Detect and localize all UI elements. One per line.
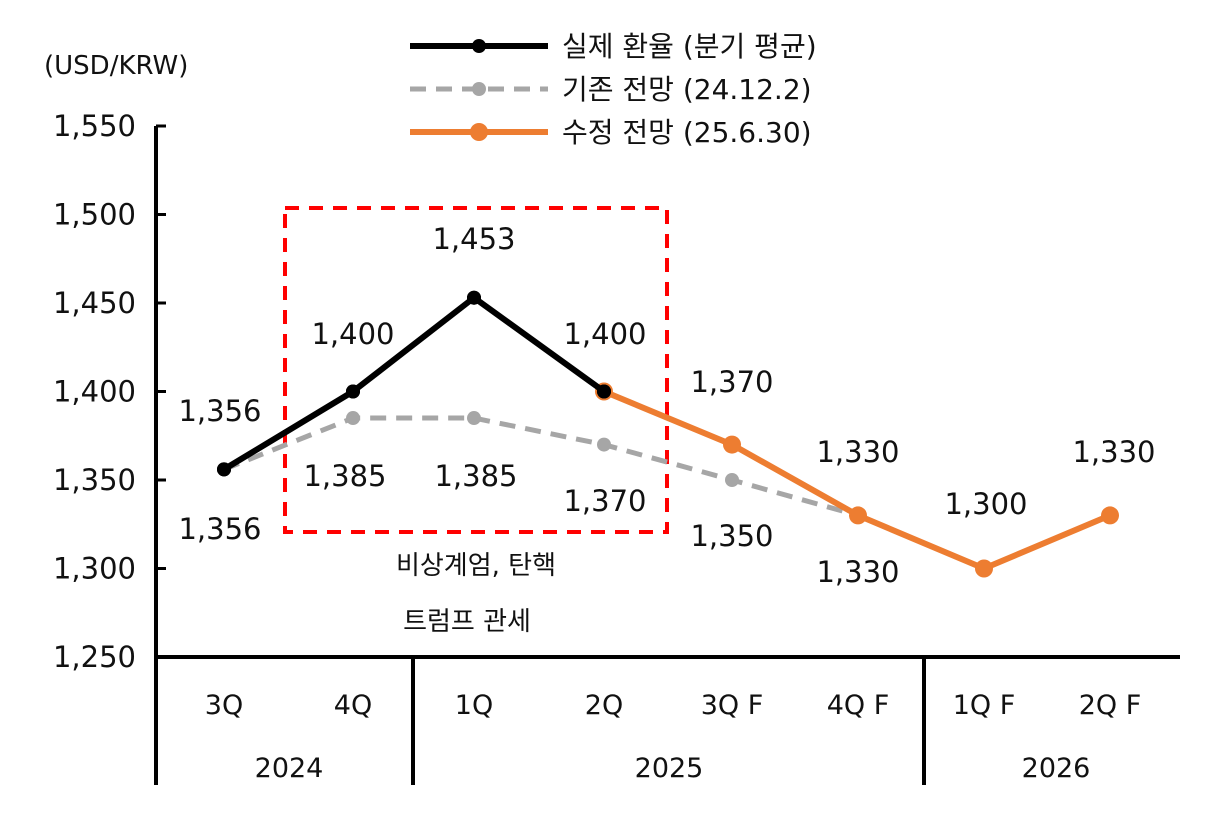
series-point-0 bbox=[217, 462, 231, 477]
series-point-0 bbox=[467, 290, 481, 305]
legend-marker-1 bbox=[472, 82, 486, 96]
legend-marker-2 bbox=[470, 123, 488, 141]
series-point-0 bbox=[597, 384, 611, 399]
series-group bbox=[217, 290, 1119, 578]
highlight-note: 트럼프 관세 bbox=[403, 607, 531, 637]
legend-group: 실제 환율 (분기 평균) 기존 전망 (24.12.2) 수정 전망 (25.6.… bbox=[410, 30, 817, 149]
series-line-2 bbox=[602, 388, 1112, 572]
x-category-label: 2Q bbox=[585, 690, 623, 721]
unit-label: (USD/KRW) bbox=[44, 51, 188, 81]
legend-label-1: 기존 전망 (24.12.2) bbox=[562, 73, 812, 106]
series-point-2 bbox=[849, 506, 867, 525]
y-tick-label: 1,500 bbox=[53, 198, 136, 232]
data-labels-group: 1,356 1,400 1,453 1,400 1,356 1,385 1,385 1,370… bbox=[178, 222, 1155, 589]
series-point-1 bbox=[725, 473, 739, 487]
x-category-label: 2Q F bbox=[1079, 690, 1142, 721]
x-category-label: 3Q F bbox=[701, 690, 764, 721]
legend-label-0: 실제 환율 (분기 평균) bbox=[562, 30, 817, 63]
series-point-1 bbox=[597, 437, 611, 452]
y-tick-label: 1,400 bbox=[53, 375, 136, 409]
highlight-note: 비상계엄, 탄핵 bbox=[396, 551, 556, 581]
series-point-2 bbox=[723, 435, 741, 454]
series-point-0 bbox=[346, 384, 360, 399]
data-label: 1,350 bbox=[690, 519, 773, 553]
x-year-label: 2024 bbox=[255, 753, 324, 784]
x-category-label: 3Q bbox=[205, 690, 243, 721]
series-point-2 bbox=[1101, 506, 1119, 525]
data-label: 1,400 bbox=[563, 317, 646, 351]
x-year-label: 2026 bbox=[1022, 753, 1091, 784]
x-category-label: 1Q F bbox=[953, 690, 1016, 721]
data-label: 1,356 bbox=[178, 394, 261, 428]
series-point-2 bbox=[975, 559, 993, 578]
x-category-label: 4Q F bbox=[827, 690, 890, 721]
legend-label-2: 수정 전망 (25.6.30) bbox=[562, 116, 812, 149]
series-line-0 bbox=[222, 294, 606, 472]
data-label: 1,400 bbox=[311, 317, 394, 351]
y-tick-label: 1,350 bbox=[53, 463, 136, 497]
data-label: 1,370 bbox=[690, 365, 773, 399]
y-tick-label: 1,550 bbox=[53, 109, 136, 143]
data-label: 1,300 bbox=[944, 487, 1027, 521]
series-line-1 bbox=[223, 415, 859, 518]
y-tick-label: 1,450 bbox=[53, 286, 136, 320]
data-label: 1,330 bbox=[816, 555, 899, 589]
series-point-1 bbox=[467, 411, 481, 426]
data-label: 1,356 bbox=[178, 512, 261, 546]
axes-group: (USD/KRW) 1,250 1,300 1,350 1,400 1,450 1,500 1… bbox=[44, 51, 1180, 785]
data-label: 1,330 bbox=[1072, 435, 1155, 469]
y-tick-label: 1,300 bbox=[53, 552, 136, 586]
data-label: 1,453 bbox=[432, 222, 515, 256]
data-label: 1,370 bbox=[563, 484, 646, 518]
series-point-1 bbox=[346, 411, 360, 426]
x-category-label: 4Q bbox=[334, 690, 372, 721]
legend-marker-0 bbox=[472, 39, 486, 53]
data-label: 1,385 bbox=[303, 459, 386, 493]
y-tick-label: 1,250 bbox=[53, 640, 136, 674]
x-category-label: 1Q bbox=[455, 690, 493, 721]
x-year-label: 2025 bbox=[635, 753, 704, 784]
data-label: 1,330 bbox=[816, 435, 899, 469]
data-label: 1,385 bbox=[434, 459, 517, 493]
highlight-box bbox=[283, 206, 669, 534]
